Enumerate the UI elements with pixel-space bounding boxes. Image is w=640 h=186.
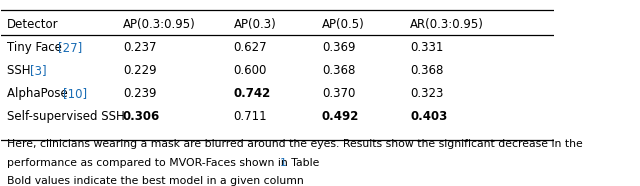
Text: [10]: [10] — [63, 87, 87, 100]
Text: 0.368: 0.368 — [410, 64, 444, 77]
Text: 0.368: 0.368 — [322, 64, 355, 77]
Text: Detector: Detector — [7, 18, 58, 31]
Text: Self-supervised SSH: Self-supervised SSH — [7, 110, 125, 123]
Text: 0.711: 0.711 — [234, 110, 267, 123]
Text: AlphaPose: AlphaPose — [7, 87, 72, 100]
Text: 0.403: 0.403 — [410, 110, 447, 123]
Text: 0.370: 0.370 — [322, 87, 355, 100]
Text: 0.306: 0.306 — [123, 110, 160, 123]
Text: 0.229: 0.229 — [123, 64, 157, 77]
Text: AP(0.3:0.95): AP(0.3:0.95) — [123, 18, 196, 31]
Text: 0.237: 0.237 — [123, 41, 156, 54]
Text: 0.331: 0.331 — [410, 41, 444, 54]
Text: 0.239: 0.239 — [123, 87, 156, 100]
Text: 0.742: 0.742 — [234, 87, 271, 100]
Text: Tiny Face: Tiny Face — [7, 41, 65, 54]
Text: 0.492: 0.492 — [322, 110, 359, 123]
Text: performance as compared to MVOR-Faces shown in Table: performance as compared to MVOR-Faces sh… — [7, 158, 323, 168]
Text: 1: 1 — [280, 158, 287, 168]
Text: Here, clinicians wearing a mask are blurred around the eyes. Results show the si: Here, clinicians wearing a mask are blur… — [7, 140, 582, 150]
Text: [3]: [3] — [31, 64, 47, 77]
Text: AR(0.3:0.95): AR(0.3:0.95) — [410, 18, 484, 31]
Text: AP(0.3): AP(0.3) — [234, 18, 276, 31]
Text: Bold values indicate the best model in a given column: Bold values indicate the best model in a… — [7, 177, 303, 186]
Text: 0.600: 0.600 — [234, 64, 267, 77]
Text: 0.627: 0.627 — [234, 41, 267, 54]
Text: 0.369: 0.369 — [322, 41, 355, 54]
Text: [27]: [27] — [58, 41, 82, 54]
Text: 0.323: 0.323 — [410, 87, 444, 100]
Text: SSH: SSH — [7, 64, 34, 77]
Text: AP(0.5): AP(0.5) — [322, 18, 365, 31]
